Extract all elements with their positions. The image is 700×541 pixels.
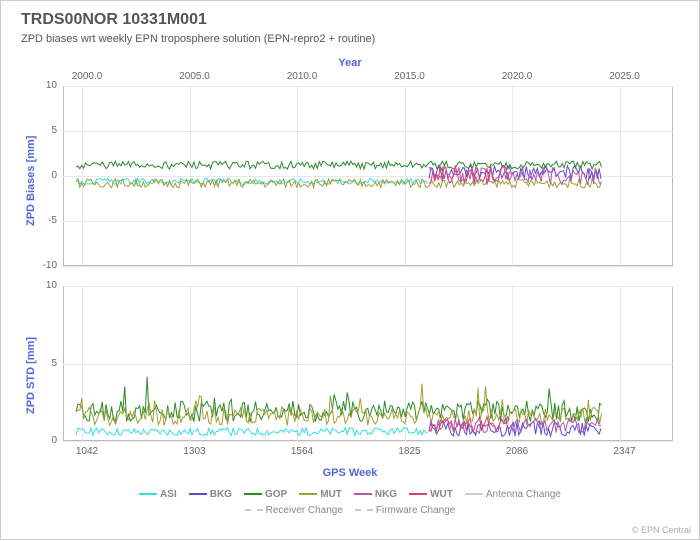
y-tick: 10: [46, 280, 57, 291]
legend-label: Antenna Change: [486, 489, 561, 500]
legend-swatch: [299, 493, 317, 495]
gridline-v: [190, 286, 191, 441]
legend-label: GOP: [265, 489, 287, 500]
legend-label: BKG: [210, 489, 232, 500]
legend-label: Receiver Change: [266, 505, 343, 516]
gridline: [63, 441, 673, 442]
legend-swatch: [139, 493, 157, 495]
gridline: [63, 131, 673, 132]
gridline: [63, 364, 673, 365]
gridline-v: [405, 86, 406, 266]
legend-item-ASI: ASI: [139, 487, 177, 503]
top-tick: 2010.0: [282, 71, 322, 82]
legend: ASI BKG GOP MUT NKG WUT Antenna Change Receiver…: [1, 487, 699, 519]
gridline: [63, 266, 673, 267]
legend-swatch: [245, 509, 263, 511]
y-tick: -10: [43, 260, 57, 271]
top-tick: 2025.0: [605, 71, 645, 82]
top-tick: 2020.0: [497, 71, 537, 82]
y-tick: -5: [48, 215, 57, 226]
gridline-v: [297, 286, 298, 441]
legend-swatch: [465, 493, 483, 495]
bottom-tick: 2086: [497, 446, 537, 457]
chart-title: TRDS00NOR 10331M001: [21, 11, 207, 29]
gridline: [63, 221, 673, 222]
bottom-tick: 2347: [605, 446, 645, 457]
legend-item-MUT: MUT: [299, 487, 342, 503]
y-tick: 5: [51, 358, 57, 369]
gridline-v: [512, 86, 513, 266]
gridline-v: [512, 286, 513, 441]
chart-container: TRDS00NOR 10331M001 ZPD biases wrt weekl…: [0, 0, 700, 540]
legend-swatch: [244, 493, 262, 495]
legend-label: NKG: [375, 489, 397, 500]
legend-swatch: [189, 493, 207, 495]
legend-label: Firmware Change: [376, 505, 455, 516]
legend-item-NKG: NKG: [354, 487, 397, 503]
bottom-tick: 1564: [282, 446, 322, 457]
legend-swatch: [354, 493, 372, 495]
gridline-v: [620, 286, 621, 441]
gridline: [63, 86, 673, 87]
gridline-v: [620, 86, 621, 266]
top-tick: 2005.0: [175, 71, 215, 82]
gridline: [63, 176, 673, 177]
chart-subtitle: ZPD biases wrt weekly EPN troposphere so…: [21, 33, 375, 45]
bottom-tick: 1303: [175, 446, 215, 457]
top-axis-label: Year: [1, 57, 699, 69]
credit-text: © EPN Central: [632, 525, 691, 535]
legend-swatch: [409, 493, 427, 495]
top-tick: 2015.0: [390, 71, 430, 82]
legend-item-GOP: GOP: [244, 487, 287, 503]
legend-label: WUT: [430, 489, 453, 500]
bottom-axis-label: GPS Week: [1, 467, 699, 479]
legend-swatch: [355, 509, 373, 511]
legend-item-WUT: WUT: [409, 487, 453, 503]
gridline-v: [405, 286, 406, 441]
legend-item-extra: Antenna Change: [465, 487, 561, 503]
legend-item-extra: Firmware Change: [355, 503, 455, 519]
y-tick: 5: [51, 125, 57, 136]
legend-label: MUT: [320, 489, 342, 500]
y-tick: 0: [51, 170, 57, 181]
gridline: [63, 286, 673, 287]
legend-label: ASI: [160, 489, 177, 500]
y-tick: 10: [46, 80, 57, 91]
gridline-v: [190, 86, 191, 266]
data-layer: [1, 1, 700, 541]
bottom-tick: 1042: [67, 446, 107, 457]
bottom-tick: 1825: [390, 446, 430, 457]
gridline-v: [82, 86, 83, 266]
legend-item-BKG: BKG: [189, 487, 232, 503]
gridline-v: [82, 286, 83, 441]
y-axis-label: ZPD STD [mm]: [25, 314, 37, 414]
y-axis-label: ZPD Biases [mm]: [25, 126, 37, 226]
legend-item-extra: Receiver Change: [245, 503, 343, 519]
top-tick: 2000.0: [67, 71, 107, 82]
y-tick: 0: [51, 435, 57, 446]
data-layer: [1, 1, 700, 541]
gridline-v: [297, 86, 298, 266]
